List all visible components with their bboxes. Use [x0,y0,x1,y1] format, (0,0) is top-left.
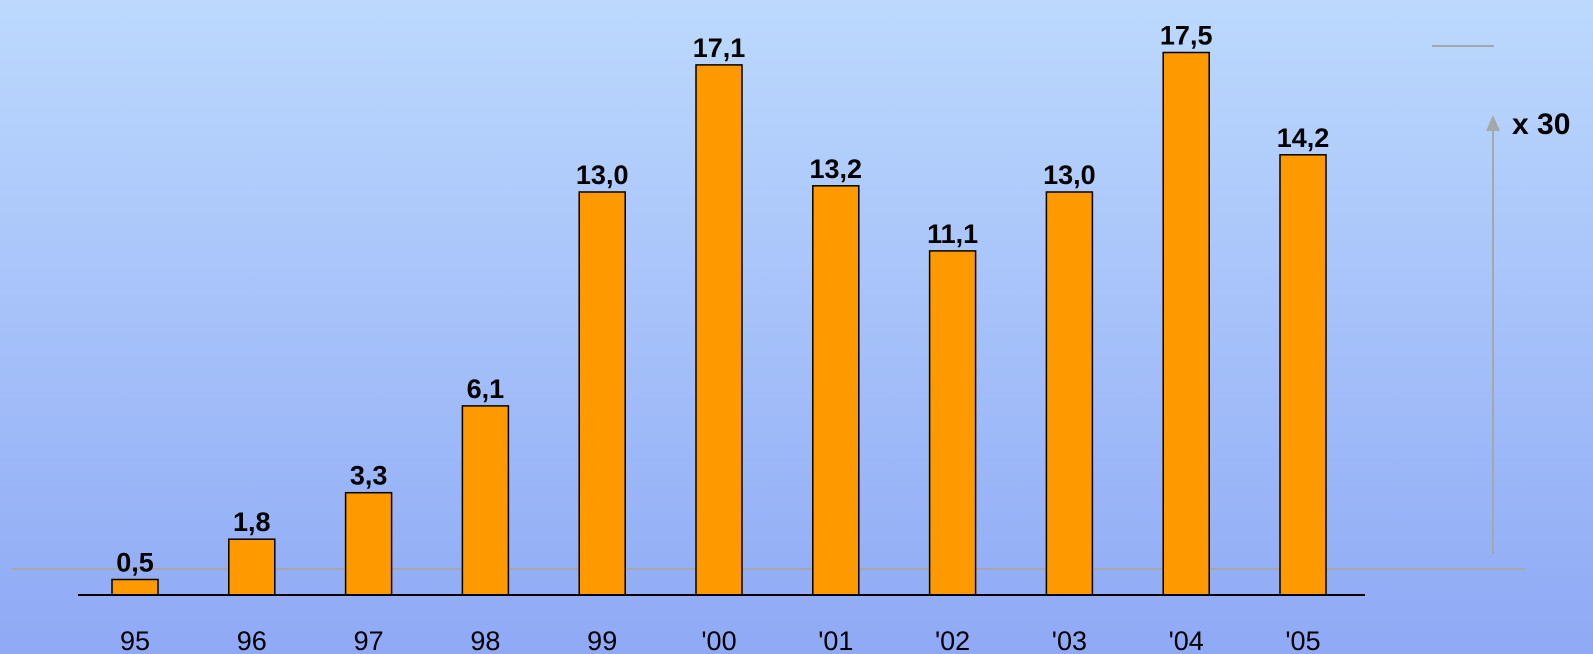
bar-value-label: 13,0 [576,160,629,190]
bar-value-label: 3,3 [350,461,388,491]
bar [812,185,860,596]
bar-value-label: 17,5 [1160,21,1213,51]
bar [1045,191,1094,596]
bar [228,538,276,596]
bar [111,578,159,596]
bar-value-label: 0,5 [116,548,154,578]
bar-value-label: 14,2 [1277,123,1330,153]
x-tick-label: '01 [818,626,853,654]
bar [1162,51,1210,596]
x-tick-label: 95 [120,626,150,654]
x-tick-label: '00 [701,626,736,654]
x-tick-label: 96 [237,626,267,654]
x-tick-label: 98 [470,626,500,654]
x-tick-label: '05 [1285,626,1320,654]
bar [1279,154,1327,596]
bar-value-label: 11,1 [927,219,978,249]
bar [461,405,510,596]
bar [695,64,743,596]
bars-group: 0,5 95 1,8 96 3,3 97 6,1 98 13,0 99 17,1 '00 13,2 '01… [111,21,1330,654]
multiplier-annotation: x 30 [1512,108,1570,141]
bar-value-label: 13,0 [1043,160,1096,190]
x-tick-label: '03 [1052,626,1087,654]
x-tick-label: 99 [587,626,617,654]
bar-value-label: 6,1 [467,374,505,404]
bar-value-label: 1,8 [233,507,271,537]
growth-arrow-head [1486,115,1500,131]
bar-value-label: 13,2 [810,154,863,184]
bar [578,191,626,596]
bar [928,250,977,596]
bar [344,491,393,596]
x-tick-label: 97 [354,626,384,654]
bar-value-label: 17,1 [693,33,746,63]
x-tick-label: '04 [1169,626,1204,654]
x-tick-label: '02 [935,626,970,654]
